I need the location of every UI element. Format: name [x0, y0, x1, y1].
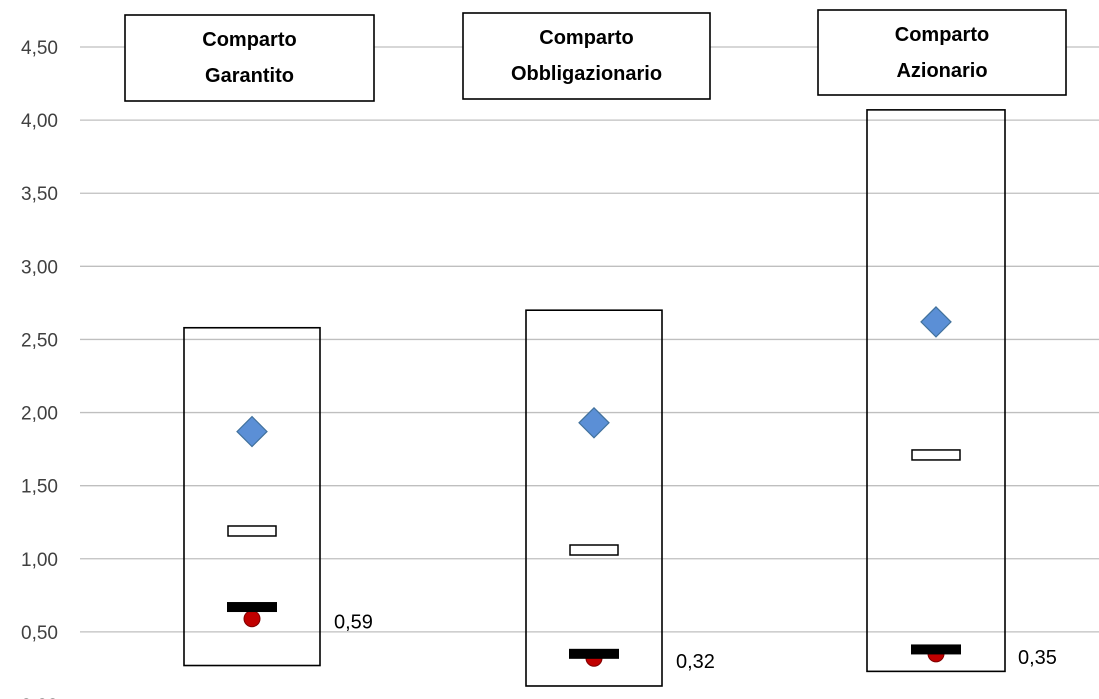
y-tick-label: 0,50	[21, 623, 58, 644]
y-tick-label: 4,50	[21, 38, 58, 59]
mean-diamond-marker	[236, 415, 268, 448]
black-marker	[911, 644, 961, 655]
y-tick-label: 4,00	[21, 111, 58, 132]
value-label: 0,32	[676, 651, 715, 673]
range-box	[183, 326, 321, 667]
category-title: Comparto	[895, 24, 989, 46]
category-header-box	[462, 12, 711, 100]
range-box	[525, 309, 663, 687]
y-tick-label: 3,00	[21, 257, 58, 278]
mean-diamond-marker	[920, 306, 952, 338]
category-title: Garantito	[205, 65, 294, 87]
value-red-dot	[243, 610, 261, 628]
black-marker	[227, 602, 277, 613]
median-white-marker	[911, 449, 961, 461]
category-title: Azionario	[896, 60, 987, 82]
category-title: Comparto	[539, 27, 633, 49]
value-label: 0,35	[1018, 647, 1057, 669]
black-marker	[569, 648, 619, 659]
y-tick-label: 3,50	[21, 184, 58, 205]
value-label: 0,59	[334, 612, 373, 634]
y-tick-label: 1,50	[21, 477, 58, 498]
range-box	[866, 109, 1006, 673]
category-header-box	[124, 14, 375, 102]
y-tick-label: 1,00	[21, 550, 58, 571]
median-white-marker	[227, 525, 277, 537]
category-title: Obbligazionario	[511, 63, 662, 85]
y-tick-label: 2,50	[21, 330, 58, 351]
category-title: Comparto	[202, 29, 296, 51]
category-header-box	[817, 9, 1067, 96]
y-tick-label: 0,00	[21, 696, 58, 699]
y-tick-label: 2,00	[21, 404, 58, 425]
mean-diamond-marker	[578, 406, 610, 439]
median-white-marker	[569, 544, 619, 556]
